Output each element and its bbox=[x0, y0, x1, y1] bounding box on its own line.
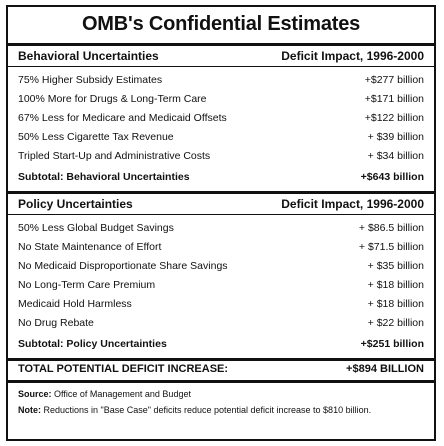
row-value: + $22 billion bbox=[367, 317, 424, 329]
row-value: + $34 billion bbox=[367, 150, 424, 162]
behavioral-header-impact: Deficit Impact, 1996-2000 bbox=[281, 49, 424, 63]
estimates-table: OMB's Confidential Estimates Behavioral … bbox=[6, 5, 436, 441]
policy-row: No Drug Rebate + $22 billion bbox=[18, 316, 424, 330]
source-line: Source: Office of Management and Budget bbox=[18, 387, 420, 401]
row-label: No Long-Term Care Premium bbox=[18, 279, 156, 291]
row-value: + $86.5 billion bbox=[358, 222, 424, 234]
policy-header-label: Policy Uncertainties bbox=[18, 197, 133, 211]
row-value: + $18 billion bbox=[367, 298, 424, 310]
note-label: Note: bbox=[18, 405, 41, 415]
row-label: 67% Less for Medicare and Medicaid Offse… bbox=[18, 112, 227, 124]
row-label: 75% Higher Subsidy Estimates bbox=[18, 74, 163, 86]
policy-header-divider bbox=[8, 214, 434, 215]
subtotal-label: Subtotal: Policy Uncertainties bbox=[18, 338, 167, 350]
source-label: Source: bbox=[18, 389, 52, 399]
subtotal-value: +$643 billion bbox=[360, 171, 424, 183]
policy-row: No Long-Term Care Premium + $18 billion bbox=[18, 278, 424, 292]
row-value: +$277 billion bbox=[364, 74, 424, 86]
behavioral-row: 100% More for Drugs & Long-Term Care +$1… bbox=[18, 92, 424, 106]
row-label: No State Maintenance of Effort bbox=[18, 241, 162, 253]
row-value: + $35 billion bbox=[367, 260, 424, 272]
behavioral-row: 50% Less Cigarette Tax Revenue + $39 bil… bbox=[18, 130, 424, 144]
row-label: 50% Less Global Budget Savings bbox=[18, 222, 174, 234]
row-label: Tripled Start-Up and Administrative Cost… bbox=[18, 150, 211, 162]
behavioral-row: 67% Less for Medicare and Medicaid Offse… bbox=[18, 111, 424, 125]
table-title: OMB's Confidential Estimates bbox=[81, 13, 361, 35]
policy-row: 50% Less Global Budget Savings + $86.5 b… bbox=[18, 221, 424, 235]
policy-header-impact: Deficit Impact, 1996-2000 bbox=[281, 197, 424, 211]
subtotal-label: Subtotal: Behavioral Uncertainties bbox=[18, 171, 190, 183]
total-value: +$894 BILLION bbox=[346, 363, 424, 375]
policy-row: No State Maintenance of Effort + $71.5 b… bbox=[18, 240, 424, 254]
policy-row: No Medicaid Disproportionate Share Savin… bbox=[18, 259, 424, 273]
behavioral-row: 75% Higher Subsidy Estimates +$277 billi… bbox=[18, 73, 424, 87]
subtotal-value: +$251 billion bbox=[360, 338, 424, 350]
note-text: Reductions in "Base Case" deficits reduc… bbox=[43, 405, 372, 415]
row-label: 100% More for Drugs & Long-Term Care bbox=[18, 93, 207, 105]
behavioral-header-divider bbox=[8, 66, 434, 67]
policy-row: Medicaid Hold Harmless + $18 billion bbox=[18, 297, 424, 311]
row-value: + $71.5 billion bbox=[358, 241, 424, 253]
row-label: No Medicaid Disproportionate Share Savin… bbox=[18, 260, 228, 272]
behavioral-subtotal: Subtotal: Behavioral Uncertainties +$643… bbox=[18, 170, 424, 184]
row-value: +$122 billion bbox=[364, 112, 424, 124]
row-label: 50% Less Cigarette Tax Revenue bbox=[18, 131, 174, 143]
section-divider bbox=[8, 191, 434, 194]
row-value: + $18 billion bbox=[367, 279, 424, 291]
row-label: No Drug Rebate bbox=[18, 317, 94, 329]
row-value: +$171 billion bbox=[364, 93, 424, 105]
policy-subtotal: Subtotal: Policy Uncertainties +$251 bil… bbox=[18, 337, 424, 351]
title-divider bbox=[8, 43, 434, 46]
total-divider-bottom bbox=[8, 380, 434, 383]
row-label: Medicaid Hold Harmless bbox=[18, 298, 132, 310]
row-value: + $39 billion bbox=[367, 131, 424, 143]
behavioral-row: Tripled Start-Up and Administrative Cost… bbox=[18, 149, 424, 163]
total-label: TOTAL POTENTIAL DEFICIT INCREASE: bbox=[18, 363, 229, 375]
source-text: Office of Management and Budget bbox=[54, 389, 191, 399]
note-line: Note: Reductions in "Base Case" deficits… bbox=[18, 403, 420, 417]
behavioral-header-label: Behavioral Uncertainties bbox=[18, 49, 159, 63]
total-divider-top bbox=[8, 358, 434, 361]
